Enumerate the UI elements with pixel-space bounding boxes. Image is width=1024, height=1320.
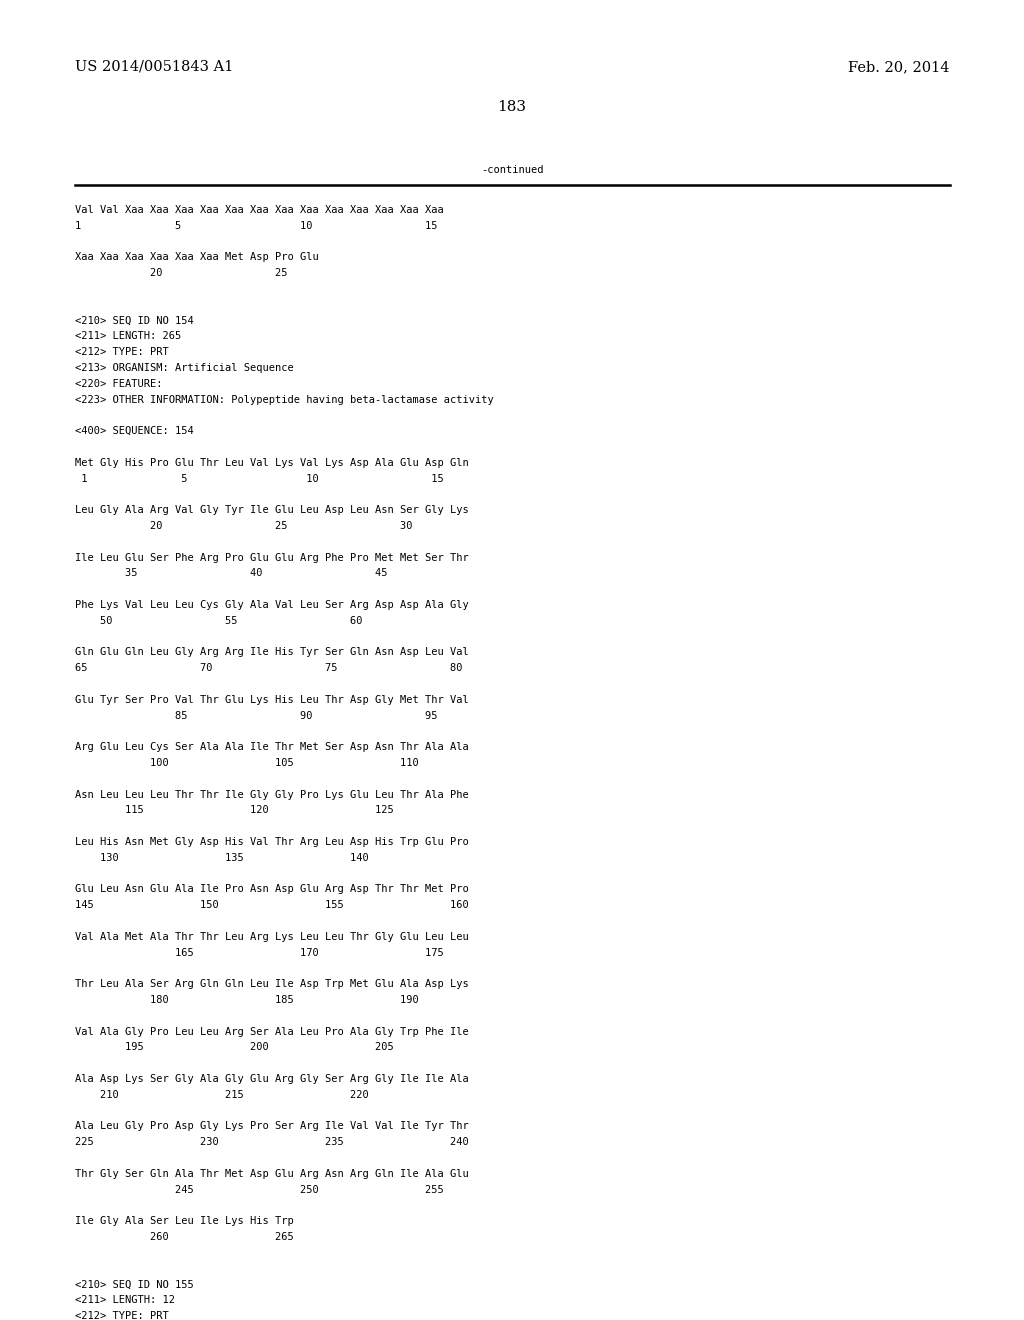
Text: 165                 170                 175: 165 170 175 xyxy=(75,948,443,957)
Text: US 2014/0051843 A1: US 2014/0051843 A1 xyxy=(75,59,233,74)
Text: Xaa Xaa Xaa Xaa Xaa Xaa Met Asp Pro Glu: Xaa Xaa Xaa Xaa Xaa Xaa Met Asp Pro Glu xyxy=(75,252,318,263)
Text: 100                 105                 110: 100 105 110 xyxy=(75,758,419,768)
Text: Ala Leu Gly Pro Asp Gly Lys Pro Ser Arg Ile Val Val Ile Tyr Thr: Ala Leu Gly Pro Asp Gly Lys Pro Ser Arg … xyxy=(75,1122,469,1131)
Text: <212> TYPE: PRT: <212> TYPE: PRT xyxy=(75,1311,169,1320)
Text: 195                 200                 205: 195 200 205 xyxy=(75,1043,394,1052)
Text: <212> TYPE: PRT: <212> TYPE: PRT xyxy=(75,347,169,358)
Text: 1               5                   10                  15: 1 5 10 15 xyxy=(75,220,437,231)
Text: Phe Lys Val Leu Leu Cys Gly Ala Val Leu Ser Arg Asp Asp Ala Gly: Phe Lys Val Leu Leu Cys Gly Ala Val Leu … xyxy=(75,601,469,610)
Text: 65                  70                  75                  80: 65 70 75 80 xyxy=(75,663,463,673)
Text: 183: 183 xyxy=(498,100,526,114)
Text: 260                 265: 260 265 xyxy=(75,1232,294,1242)
Text: <213> ORGANISM: Artificial Sequence: <213> ORGANISM: Artificial Sequence xyxy=(75,363,294,374)
Text: Leu Gly Ala Arg Val Gly Tyr Ile Glu Leu Asp Leu Asn Ser Gly Lys: Leu Gly Ala Arg Val Gly Tyr Ile Glu Leu … xyxy=(75,506,469,515)
Text: -continued: -continued xyxy=(480,165,544,176)
Text: Ala Asp Lys Ser Gly Ala Gly Glu Arg Gly Ser Arg Gly Ile Ile Ala: Ala Asp Lys Ser Gly Ala Gly Glu Arg Gly … xyxy=(75,1074,469,1084)
Text: <210> SEQ ID NO 154: <210> SEQ ID NO 154 xyxy=(75,315,194,326)
Text: 1               5                   10                  15: 1 5 10 15 xyxy=(75,474,443,483)
Text: Feb. 20, 2014: Feb. 20, 2014 xyxy=(849,59,950,74)
Text: Arg Glu Leu Cys Ser Ala Ala Ile Thr Met Ser Asp Asn Thr Ala Ala: Arg Glu Leu Cys Ser Ala Ala Ile Thr Met … xyxy=(75,742,469,752)
Text: 20                  25: 20 25 xyxy=(75,268,288,279)
Text: 130                 135                 140: 130 135 140 xyxy=(75,853,369,863)
Text: Val Val Xaa Xaa Xaa Xaa Xaa Xaa Xaa Xaa Xaa Xaa Xaa Xaa Xaa: Val Val Xaa Xaa Xaa Xaa Xaa Xaa Xaa Xaa … xyxy=(75,205,443,215)
Text: <210> SEQ ID NO 155: <210> SEQ ID NO 155 xyxy=(75,1279,194,1290)
Text: Thr Leu Ala Ser Arg Gln Gln Leu Ile Asp Trp Met Glu Ala Asp Lys: Thr Leu Ala Ser Arg Gln Gln Leu Ile Asp … xyxy=(75,979,469,989)
Text: Gln Glu Gln Leu Gly Arg Arg Ile His Tyr Ser Gln Asn Asp Leu Val: Gln Glu Gln Leu Gly Arg Arg Ile His Tyr … xyxy=(75,647,469,657)
Text: Leu His Asn Met Gly Asp His Val Thr Arg Leu Asp His Trp Glu Pro: Leu His Asn Met Gly Asp His Val Thr Arg … xyxy=(75,837,469,847)
Text: Glu Tyr Ser Pro Val Thr Glu Lys His Leu Thr Asp Gly Met Thr Val: Glu Tyr Ser Pro Val Thr Glu Lys His Leu … xyxy=(75,694,469,705)
Text: 180                 185                 190: 180 185 190 xyxy=(75,995,419,1005)
Text: 145                 150                 155                 160: 145 150 155 160 xyxy=(75,900,469,911)
Text: Val Ala Met Ala Thr Thr Leu Arg Lys Leu Leu Thr Gly Glu Leu Leu: Val Ala Met Ala Thr Thr Leu Arg Lys Leu … xyxy=(75,932,469,941)
Text: 35                  40                  45: 35 40 45 xyxy=(75,569,387,578)
Text: <211> LENGTH: 12: <211> LENGTH: 12 xyxy=(75,1295,175,1305)
Text: 245                 250                 255: 245 250 255 xyxy=(75,1184,443,1195)
Text: Asn Leu Leu Leu Thr Thr Ile Gly Gly Pro Lys Glu Leu Thr Ala Phe: Asn Leu Leu Leu Thr Thr Ile Gly Gly Pro … xyxy=(75,789,469,800)
Text: Met Gly His Pro Glu Thr Leu Val Lys Val Lys Asp Ala Glu Asp Gln: Met Gly His Pro Glu Thr Leu Val Lys Val … xyxy=(75,458,469,467)
Text: 50                  55                  60: 50 55 60 xyxy=(75,616,362,626)
Text: 20                  25                  30: 20 25 30 xyxy=(75,521,413,531)
Text: Glu Leu Asn Glu Ala Ile Pro Asn Asp Glu Arg Asp Thr Thr Met Pro: Glu Leu Asn Glu Ala Ile Pro Asn Asp Glu … xyxy=(75,884,469,895)
Text: <400> SEQUENCE: 154: <400> SEQUENCE: 154 xyxy=(75,426,194,436)
Text: Ile Leu Glu Ser Phe Arg Pro Glu Glu Arg Phe Pro Met Met Ser Thr: Ile Leu Glu Ser Phe Arg Pro Glu Glu Arg … xyxy=(75,553,469,562)
Text: 85                  90                  95: 85 90 95 xyxy=(75,710,437,721)
Text: Ile Gly Ala Ser Leu Ile Lys His Trp: Ile Gly Ala Ser Leu Ile Lys His Trp xyxy=(75,1216,294,1226)
Text: Thr Gly Ser Gln Ala Thr Met Asp Glu Arg Asn Arg Gln Ile Ala Glu: Thr Gly Ser Gln Ala Thr Met Asp Glu Arg … xyxy=(75,1168,469,1179)
Text: <220> FEATURE:: <220> FEATURE: xyxy=(75,379,163,389)
Text: <211> LENGTH: 265: <211> LENGTH: 265 xyxy=(75,331,181,342)
Text: Val Ala Gly Pro Leu Leu Arg Ser Ala Leu Pro Ala Gly Trp Phe Ile: Val Ala Gly Pro Leu Leu Arg Ser Ala Leu … xyxy=(75,1027,469,1036)
Text: 225                 230                 235                 240: 225 230 235 240 xyxy=(75,1138,469,1147)
Text: 210                 215                 220: 210 215 220 xyxy=(75,1090,369,1100)
Text: 115                 120                 125: 115 120 125 xyxy=(75,805,394,816)
Text: <223> OTHER INFORMATION: Polypeptide having beta-lactamase activity: <223> OTHER INFORMATION: Polypeptide hav… xyxy=(75,395,494,405)
